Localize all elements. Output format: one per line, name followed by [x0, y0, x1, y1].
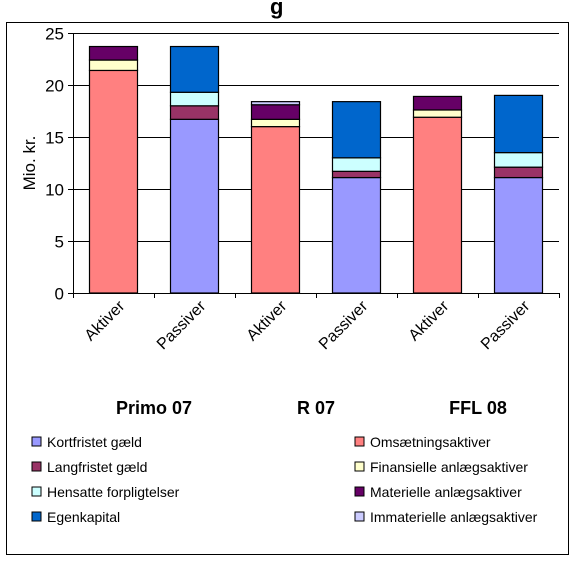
legend: Kortfristet gæld Omsætningsaktiver Langfri…: [31, 434, 538, 525]
bar-segment: [88, 45, 139, 61]
y-axis-title: Mio. kr.: [20, 136, 39, 191]
legend-swatch: [31, 436, 42, 447]
bar-segment: [412, 95, 463, 111]
bar-segment: [331, 176, 382, 294]
bar-segment: [169, 105, 220, 120]
y-tick-label: 0: [55, 285, 64, 304]
y-tick-label: 15: [45, 129, 64, 148]
group-label: R 07: [297, 398, 335, 418]
legend-entry: Langfristet gæld: [47, 459, 147, 475]
bar-segment: [250, 101, 301, 106]
legend-swatch: [31, 461, 42, 472]
legend-entry: Kortfristet gæld: [47, 434, 142, 450]
group-label: Primo 07: [116, 398, 192, 418]
bar-segment: [169, 118, 220, 294]
group-label: FFL 08: [449, 398, 507, 418]
legend-swatch: [354, 486, 365, 497]
legend-entry: Egenkapital: [47, 509, 120, 525]
legend-entry: Immaterielle anlægsaktiver: [370, 509, 538, 525]
bar-segment: [493, 152, 544, 168]
bar-segment: [250, 125, 301, 294]
bar-segment: [493, 176, 544, 294]
bar-segment: [88, 59, 139, 72]
bar-segment: [250, 104, 301, 120]
legend-swatch: [354, 511, 365, 522]
y-tick-label: 25: [45, 25, 64, 44]
bar-segment: [169, 45, 220, 93]
title-fragment: g: [270, 0, 283, 19]
bars: [88, 45, 544, 294]
bar-segment: [250, 118, 301, 128]
bar-segment: [169, 91, 220, 107]
axes: [68, 33, 560, 298]
y-tick-label: 5: [55, 233, 64, 252]
bar-segment: [493, 94, 544, 154]
legend-swatch: [354, 436, 365, 447]
legend-entry: Omsætningsaktiver: [370, 434, 491, 450]
legend-entry: Materielle anlægsaktiver: [370, 484, 522, 500]
y-tick-label: 10: [45, 181, 64, 200]
bar-segment: [331, 157, 382, 172]
bar-segment: [493, 166, 544, 179]
legend-swatch: [31, 511, 42, 522]
y-tick-label: 20: [45, 77, 64, 96]
bar-segment: [331, 170, 382, 179]
legend-entry: Hensatte forpligtelser: [47, 484, 180, 500]
bar-segment: [88, 69, 139, 294]
legend-swatch: [354, 461, 365, 472]
bar-segment: [412, 116, 463, 294]
bar-segment: [412, 109, 463, 118]
bar-segment: [331, 101, 382, 159]
legend-entry: Finansielle anlægsaktiver: [370, 459, 528, 475]
legend-swatch: [31, 486, 42, 497]
gridlines: [73, 33, 559, 242]
